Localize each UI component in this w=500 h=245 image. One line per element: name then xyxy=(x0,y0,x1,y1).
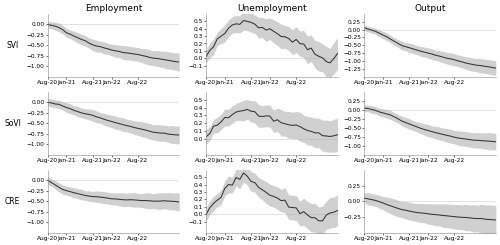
Y-axis label: SoVI: SoVI xyxy=(4,119,21,128)
Y-axis label: CRE: CRE xyxy=(5,197,20,206)
Title: Employment: Employment xyxy=(85,4,142,13)
Title: Unemployment: Unemployment xyxy=(237,4,306,13)
Title: Output: Output xyxy=(414,4,446,13)
Y-axis label: SVI: SVI xyxy=(6,41,18,50)
